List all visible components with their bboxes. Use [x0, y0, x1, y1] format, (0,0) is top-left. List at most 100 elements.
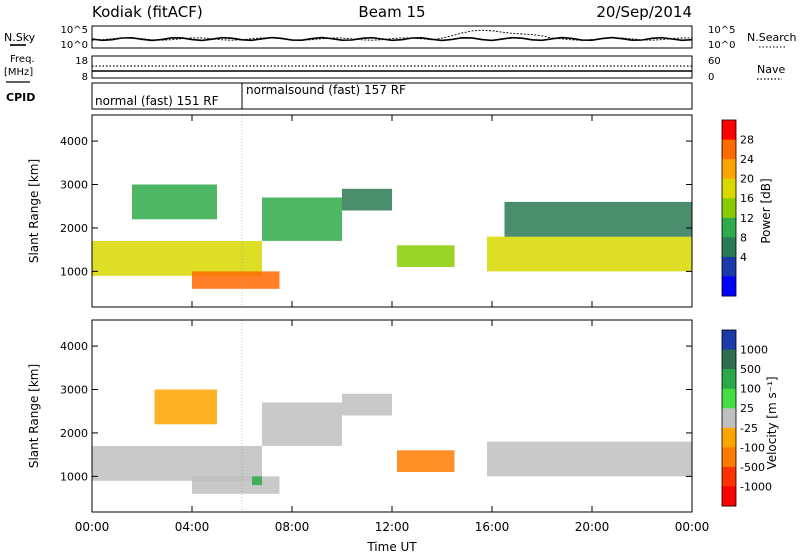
velocity-band-2 — [342, 393, 392, 416]
power-band-5 — [132, 184, 217, 220]
frequency-panel: 18 8 60 0 — [75, 55, 721, 83]
colorbar-tick-label: 25 — [740, 402, 754, 415]
xtick-label: 00:00 — [75, 520, 110, 534]
freq-unit-label: [MHz] — [4, 67, 33, 78]
colorbar-swatch — [722, 178, 736, 199]
colorbar-tick-label: 20 — [740, 173, 754, 186]
nsky-label: N.Sky — [4, 31, 36, 44]
velocity-band-7 — [252, 476, 262, 486]
velocity-ytick-label: 2000 — [60, 427, 88, 440]
colorbar-swatch — [722, 237, 736, 258]
freq-left-tick-top: 18 — [75, 56, 88, 67]
power-colorbar: 28 24 20 16 12 8 4 — [721, 119, 754, 297]
colorbar-tick-label: -500 — [740, 461, 765, 474]
velocity-band-4 — [487, 441, 692, 477]
colorbar-swatch — [722, 408, 736, 429]
velocity-band-5 — [154, 389, 217, 425]
colorbar-tick-label: -1000 — [740, 480, 772, 493]
colorbar-swatch — [722, 330, 736, 351]
colorbar-tick-label: 500 — [740, 363, 761, 376]
colorbar-swatch — [722, 349, 736, 370]
xtick-label: 12:00 — [375, 520, 410, 534]
colorbar-tick-label: 24 — [740, 153, 754, 166]
colorbar-swatch — [722, 427, 736, 448]
colorbar-swatch — [722, 369, 736, 390]
power-ytick-label: 4000 — [60, 135, 88, 148]
power-ytick-label: 2000 — [60, 222, 88, 235]
noise-right-tick-bottom: 10^0 — [708, 40, 735, 51]
colorbar-swatch — [722, 256, 736, 277]
xlabel: Time UT — [366, 540, 417, 554]
colorbar-tick-label: -100 — [740, 441, 765, 454]
velocity-ytick-label: 3000 — [60, 384, 88, 397]
colorbar-swatch — [722, 120, 736, 141]
velocity-ytick-label: 1000 — [60, 470, 88, 483]
nsearch-label: N.Search — [747, 31, 797, 44]
power-band-7 — [504, 201, 692, 237]
colorbar-tick-label: 28 — [740, 134, 754, 147]
date-title: 20/Sep/2014 — [596, 3, 692, 21]
noise-panel: 10^5 10^0 10^5 10^0 — [61, 25, 736, 51]
colorbar-swatch — [722, 276, 736, 297]
power-ytick-label: 1000 — [60, 265, 88, 278]
cpid-label: CPID — [6, 91, 35, 104]
cpid-panel: normal (fast) 151 RF normalsound (fast) … — [91, 82, 693, 110]
power-band-4 — [487, 236, 692, 272]
xtick-label: 00:00 — [675, 520, 710, 534]
power-data — [92, 184, 692, 289]
colorbar-tick-label: 1000 — [740, 344, 768, 357]
nave-right-tick-top: 60 — [708, 56, 721, 67]
colorbar-swatch — [722, 466, 736, 487]
colorbar-swatch — [722, 217, 736, 238]
cpid-segment-2: normalsound (fast) 157 RF — [246, 83, 406, 97]
velocity-data — [92, 389, 692, 494]
colorbar-tick-label: 4 — [740, 251, 747, 264]
colorbar-swatch — [722, 486, 736, 507]
cpid-segment-1: normal (fast) 151 RF — [95, 94, 219, 108]
colorbar-swatch — [722, 388, 736, 409]
station-title: Kodiak (fitACF) — [92, 3, 203, 21]
velocity-band-0 — [92, 446, 262, 481]
power-ytick-label: 3000 — [60, 179, 88, 192]
freq-left-tick-bottom: 8 — [82, 72, 88, 83]
power-band-1 — [262, 197, 342, 241]
xtick-label: 08:00 — [275, 520, 310, 534]
colorbar-swatch — [722, 139, 736, 160]
colorbar-swatch — [722, 198, 736, 219]
velocity-ylabel: Slant Range [km] — [27, 364, 41, 468]
xtick-label: 04:00 — [175, 520, 210, 534]
power-band-0 — [92, 241, 262, 276]
velocity-panel — [91, 319, 693, 513]
colorbar-tick-label: 16 — [740, 192, 754, 205]
power-band-3 — [397, 245, 455, 267]
colorbar-tick-label: 8 — [740, 231, 747, 244]
nave-label: Nave — [757, 63, 785, 76]
velocity-band-1 — [262, 402, 342, 446]
colorbar-tick-label: 100 — [740, 383, 761, 396]
noise-right-tick-top: 10^5 — [708, 25, 735, 36]
colorbar-tick-label: -25 — [740, 422, 758, 435]
colorbar-swatch — [722, 447, 736, 468]
velocity-ytick-label: 4000 — [60, 340, 88, 353]
velocity-colorbar-title: Velocity [m s⁻¹] — [765, 376, 779, 469]
power-colorbar-title: Power [dB] — [759, 178, 773, 243]
beam-title: Beam 15 — [358, 3, 425, 21]
power-band-2 — [342, 188, 392, 211]
power-band-6 — [192, 271, 280, 289]
power-panel — [91, 114, 693, 308]
noise-left-tick-bottom: 10^0 — [61, 40, 88, 51]
velocity-band-3 — [397, 450, 455, 472]
power-ylabel: Slant Range [km] — [27, 159, 41, 263]
colorbar-swatch — [722, 159, 736, 180]
freq-label: Freq. — [10, 54, 35, 65]
x-axis-ticks: 00:00 04:00 08:00 12:00 16:00 20:00 00:00 — [75, 115, 710, 534]
velocity-band-6 — [192, 476, 280, 494]
xtick-label: 20:00 — [575, 520, 610, 534]
nave-right-tick-bottom: 0 — [708, 72, 714, 83]
noise-sky-line — [91, 36, 693, 42]
noise-left-tick-top: 10^5 — [61, 25, 88, 36]
colorbar-tick-label: 12 — [740, 212, 754, 225]
xtick-label: 16:00 — [475, 520, 510, 534]
y-axis-ticks: 1000 2000 3000 4000 1000 2000 3000 4000 — [60, 135, 692, 483]
